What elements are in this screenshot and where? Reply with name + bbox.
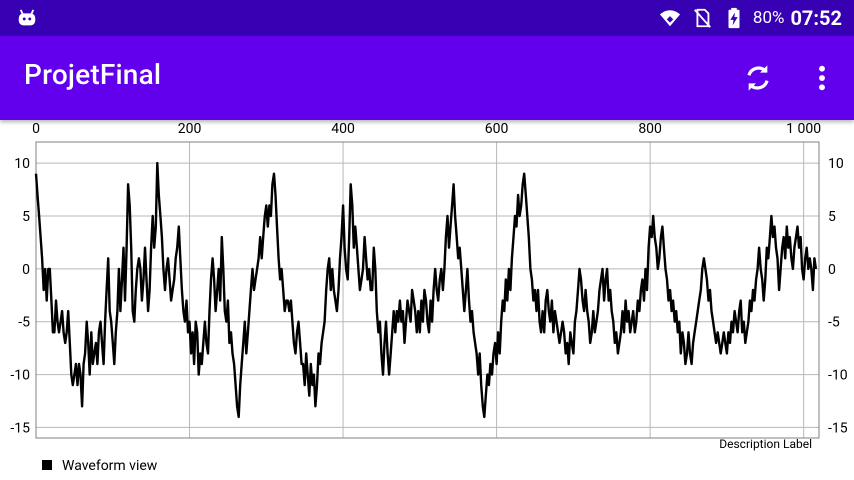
y-tick-label-right: -10 bbox=[828, 368, 848, 384]
waveform-chart[interactable]: 0 200 400 600 800 1 000 10 5 0 -5 -10 -15 10 5 0 -5 -1… bbox=[0, 120, 854, 480]
y-axis-right: 10 5 0 -5 -10 -15 bbox=[828, 156, 848, 436]
description-label: Description Label bbox=[719, 437, 812, 451]
y-tick-label-left: -10 bbox=[10, 368, 30, 384]
x-axis-top: 0 200 400 600 800 1 000 bbox=[32, 121, 821, 137]
status-icons: 80% 07:52 bbox=[649, 0, 842, 36]
y-tick-label-right: 10 bbox=[828, 156, 844, 172]
app-bar: ProjetFinal bbox=[0, 36, 854, 120]
overflow-menu-icon[interactable] bbox=[806, 62, 838, 94]
battery-percentage: 80% bbox=[752, 8, 785, 28]
y-tick-label-left: 5 bbox=[22, 209, 30, 225]
waveform-line bbox=[34, 161, 818, 419]
y-tick-label-right: -15 bbox=[828, 420, 848, 436]
android-debug-icon bbox=[18, 9, 36, 26]
y-tick-label-left: 10 bbox=[14, 156, 30, 172]
x-tick-label: 600 bbox=[485, 121, 509, 137]
x-tick-label: 200 bbox=[178, 121, 202, 137]
legend-label: Waveform view bbox=[62, 458, 158, 474]
y-axis-left: 10 5 0 -5 -10 -15 bbox=[10, 156, 30, 436]
y-tick-label-right: 0 bbox=[828, 262, 836, 278]
y-tick-label-right: -5 bbox=[828, 315, 840, 331]
x-tick-label: 800 bbox=[638, 121, 662, 137]
plot-frame bbox=[35, 141, 820, 439]
legend-swatch bbox=[42, 460, 52, 470]
app-title: ProjetFinal bbox=[24, 58, 162, 91]
status-bar: 80% 07:52 bbox=[0, 0, 854, 36]
x-tick-label: 1 000 bbox=[786, 121, 821, 137]
wifi-icon bbox=[659, 10, 680, 27]
legend: Waveform view bbox=[42, 458, 158, 474]
x-tick-label: 0 bbox=[32, 121, 40, 137]
y-tick-label-left: 0 bbox=[22, 262, 30, 278]
x-tick-label: 400 bbox=[331, 121, 355, 137]
refresh-icon[interactable] bbox=[742, 62, 774, 94]
y-tick-label-right: 5 bbox=[828, 209, 836, 225]
battery-charging-icon bbox=[728, 7, 740, 29]
y-tick-label-left: -5 bbox=[18, 315, 30, 331]
no-sim-icon bbox=[693, 8, 711, 28]
clock: 07:52 bbox=[790, 6, 842, 30]
y-tick-label-left: -15 bbox=[10, 420, 30, 436]
